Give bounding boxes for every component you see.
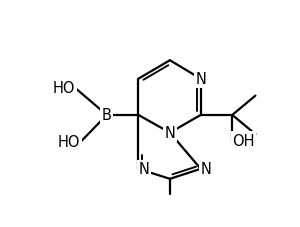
Text: N: N xyxy=(164,126,175,141)
Text: N: N xyxy=(138,162,149,177)
Text: B: B xyxy=(102,108,112,123)
Text: OH: OH xyxy=(232,133,255,148)
Text: HO: HO xyxy=(58,135,81,150)
Text: N: N xyxy=(195,72,206,87)
Text: N: N xyxy=(201,162,212,177)
Text: HO: HO xyxy=(53,81,75,96)
